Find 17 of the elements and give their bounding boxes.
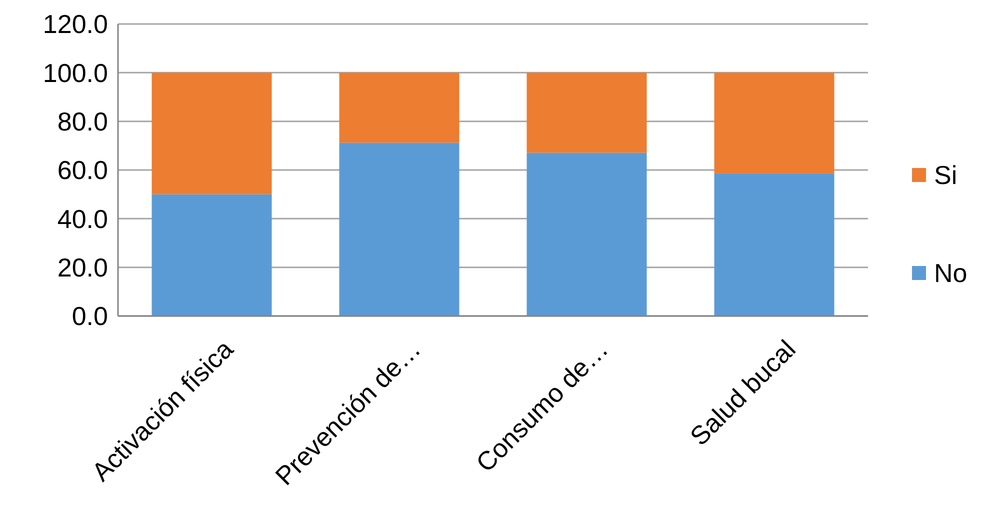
- bar: [526, 152, 647, 316]
- y-tick-label: 0.0: [72, 301, 108, 332]
- y-tick-label: 100.0: [42, 58, 108, 88]
- bar: [526, 72, 647, 153]
- y-tick-label: 80.0: [57, 106, 108, 136]
- bar: [152, 194, 272, 316]
- y-tick-label: 120.0: [42, 9, 108, 40]
- bar: [714, 72, 834, 174]
- legend-label: Si: [934, 160, 958, 190]
- bar: [339, 72, 460, 143]
- y-tick-label: 20.0: [57, 252, 108, 282]
- bar: [714, 173, 834, 316]
- bar: [339, 142, 460, 316]
- legend-label: No: [934, 258, 968, 288]
- y-tick-label: 40.0: [57, 204, 108, 234]
- y-tick-label: 60.0: [57, 155, 108, 186]
- bar: [152, 72, 272, 194]
